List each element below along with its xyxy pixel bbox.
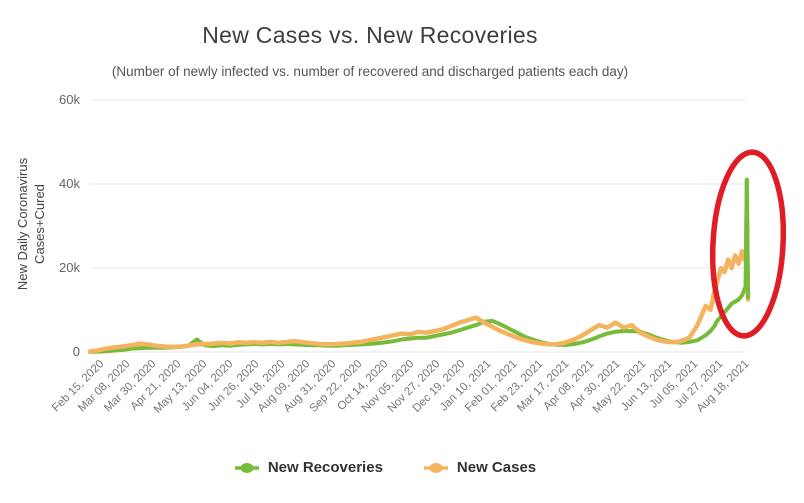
legend: New Recoveries New Cases: [0, 459, 770, 476]
red-ellipse-annotation: [709, 149, 787, 339]
legend-item-new-recoveries[interactable]: New Recoveries: [234, 459, 383, 476]
recoveries-legend-marker-icon: [234, 462, 259, 473]
series-line-new-recoveries[interactable]: [88, 177, 750, 354]
y-tick-label: 60k: [59, 92, 80, 107]
chart-subtitle: (Number of newly infected vs. number of …: [111, 64, 629, 79]
legend-item-new-cases[interactable]: New Cases: [423, 459, 536, 476]
legend-label-new-recoveries: New Recoveries: [267, 459, 383, 476]
legend-label-new-cases: New Cases: [456, 459, 537, 476]
series-line-recoveries-end-spike[interactable]: [743, 177, 750, 300]
series-line-new-cases[interactable]: [87, 248, 751, 354]
y-tick-label: 0: [72, 344, 80, 359]
y-tick-label: 20k: [59, 260, 80, 275]
y-tick-label: 40k: [59, 176, 80, 191]
cases-legend-marker-icon: [423, 462, 448, 473]
chart-title: New Cases vs. New Recoveries: [202, 22, 538, 48]
